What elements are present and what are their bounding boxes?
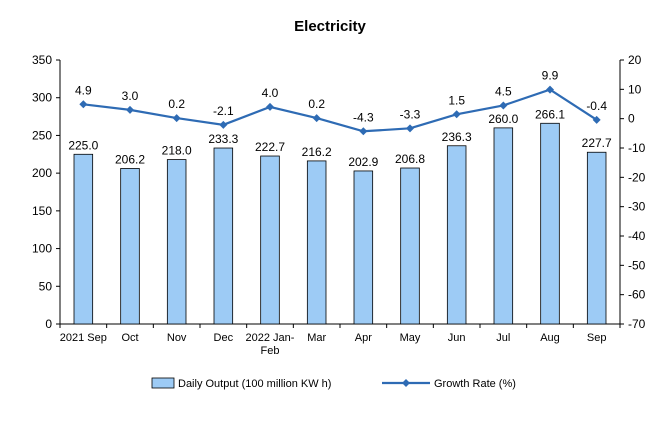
- bar: [493, 127, 514, 325]
- growth-marker: [499, 101, 508, 110]
- growth-marker: [172, 114, 181, 123]
- bar-value-label: 266.1: [535, 107, 565, 121]
- left-y-tick-label: 300: [32, 91, 52, 105]
- left-y-tick-label: 250: [32, 128, 52, 142]
- growth-marker: [546, 85, 554, 94]
- bar: [260, 155, 280, 325]
- growth-value-label: 3.0: [122, 89, 139, 103]
- legend-line-marker: [402, 379, 410, 387]
- bar-value-label: 206.2: [115, 152, 145, 166]
- growth-marker: [219, 120, 228, 129]
- legend-bar-swatch: [151, 377, 175, 389]
- bar-value-label: 202.9: [348, 155, 378, 169]
- bar-value-label: 227.7: [582, 136, 612, 150]
- legend-line-label: Growth Rate (%): [434, 378, 516, 390]
- x-tick-label: Oct: [121, 332, 138, 344]
- growth-marker: [452, 110, 461, 119]
- right-y-tick-label: -60: [628, 288, 646, 302]
- growth-value-label: 0.2: [168, 97, 185, 111]
- growth-value-label: 0.2: [308, 97, 325, 111]
- bar: [446, 145, 467, 325]
- right-y-tick-label: -70: [628, 317, 646, 331]
- bar: [306, 160, 327, 325]
- right-y-tick-label: -10: [628, 141, 646, 155]
- left-y-tick-label: 50: [39, 279, 53, 293]
- bar: [400, 167, 420, 325]
- growth-value-label: 4.9: [75, 83, 92, 97]
- x-tick-label: May: [400, 332, 421, 344]
- growth-value-label: 4.0: [262, 86, 279, 100]
- growth-marker: [592, 115, 601, 124]
- x-tick-label: Sep: [587, 332, 607, 344]
- right-y-tick-label: -30: [628, 200, 646, 214]
- bar-value-label: 236.3: [442, 130, 472, 144]
- bar: [166, 159, 187, 325]
- right-y-tick-label: -50: [628, 258, 646, 272]
- bar-value-label: 225.0: [68, 138, 98, 152]
- x-tick-label: Aug: [540, 332, 560, 344]
- growth-value-label: 9.9: [542, 69, 559, 83]
- bar-value-label: 222.7: [255, 140, 285, 154]
- x-tick-label: Dec: [214, 332, 234, 344]
- right-y-tick-label: -20: [628, 170, 646, 184]
- bar: [213, 147, 234, 325]
- bar-value-label: 218.0: [162, 144, 192, 158]
- growth-line: [83, 88, 598, 133]
- x-tick-label: Mar: [307, 332, 326, 344]
- chart-title: Electricity: [294, 18, 366, 35]
- growth-marker: [406, 124, 414, 133]
- growth-value-label: -4.3: [353, 110, 374, 124]
- left-y-tick-label: 200: [32, 166, 52, 180]
- bar: [586, 151, 607, 325]
- left-y-tick-label: 350: [32, 53, 52, 67]
- right-y-tick-label: 10: [628, 82, 642, 96]
- growth-marker: [266, 102, 274, 111]
- growth-marker: [126, 105, 134, 114]
- x-tick-label: 2021 Sep: [60, 332, 107, 344]
- growth-marker: [312, 114, 321, 123]
- legend-bar-label: Daily Output (100 million KW h): [178, 378, 331, 390]
- right-y-tick-label: -40: [628, 229, 646, 243]
- growth-value-label: -0.4: [586, 99, 607, 113]
- bar: [540, 122, 560, 325]
- x-tick-label: 2022 Jan-Feb: [246, 332, 295, 357]
- bar-value-label: 260.0: [488, 112, 518, 126]
- right-y-tick-label: 20: [628, 53, 642, 67]
- growth-marker: [79, 100, 88, 109]
- x-tick-label: Jun: [448, 332, 466, 344]
- growth-value-label: -3.3: [400, 107, 421, 121]
- growth-value-label: -2.1: [213, 104, 234, 118]
- left-y-tick-label: 150: [32, 204, 52, 218]
- bar-value-label: 206.8: [395, 152, 425, 166]
- bar-value-label: 216.2: [302, 145, 332, 159]
- bar: [73, 153, 94, 325]
- growth-value-label: 1.5: [448, 93, 465, 107]
- x-tick-label: Apr: [355, 332, 372, 344]
- growth-marker: [359, 127, 368, 136]
- bar: [353, 170, 374, 325]
- growth-value-label: 4.5: [495, 84, 512, 98]
- bar-value-label: 233.3: [208, 132, 238, 146]
- left-y-tick-label: 0: [45, 317, 52, 331]
- left-y-tick-label: 100: [32, 242, 52, 256]
- x-tick-label: Jul: [496, 332, 510, 344]
- bar: [120, 168, 140, 325]
- right-y-tick-label: 0: [628, 112, 635, 126]
- x-tick-label: Nov: [167, 332, 187, 344]
